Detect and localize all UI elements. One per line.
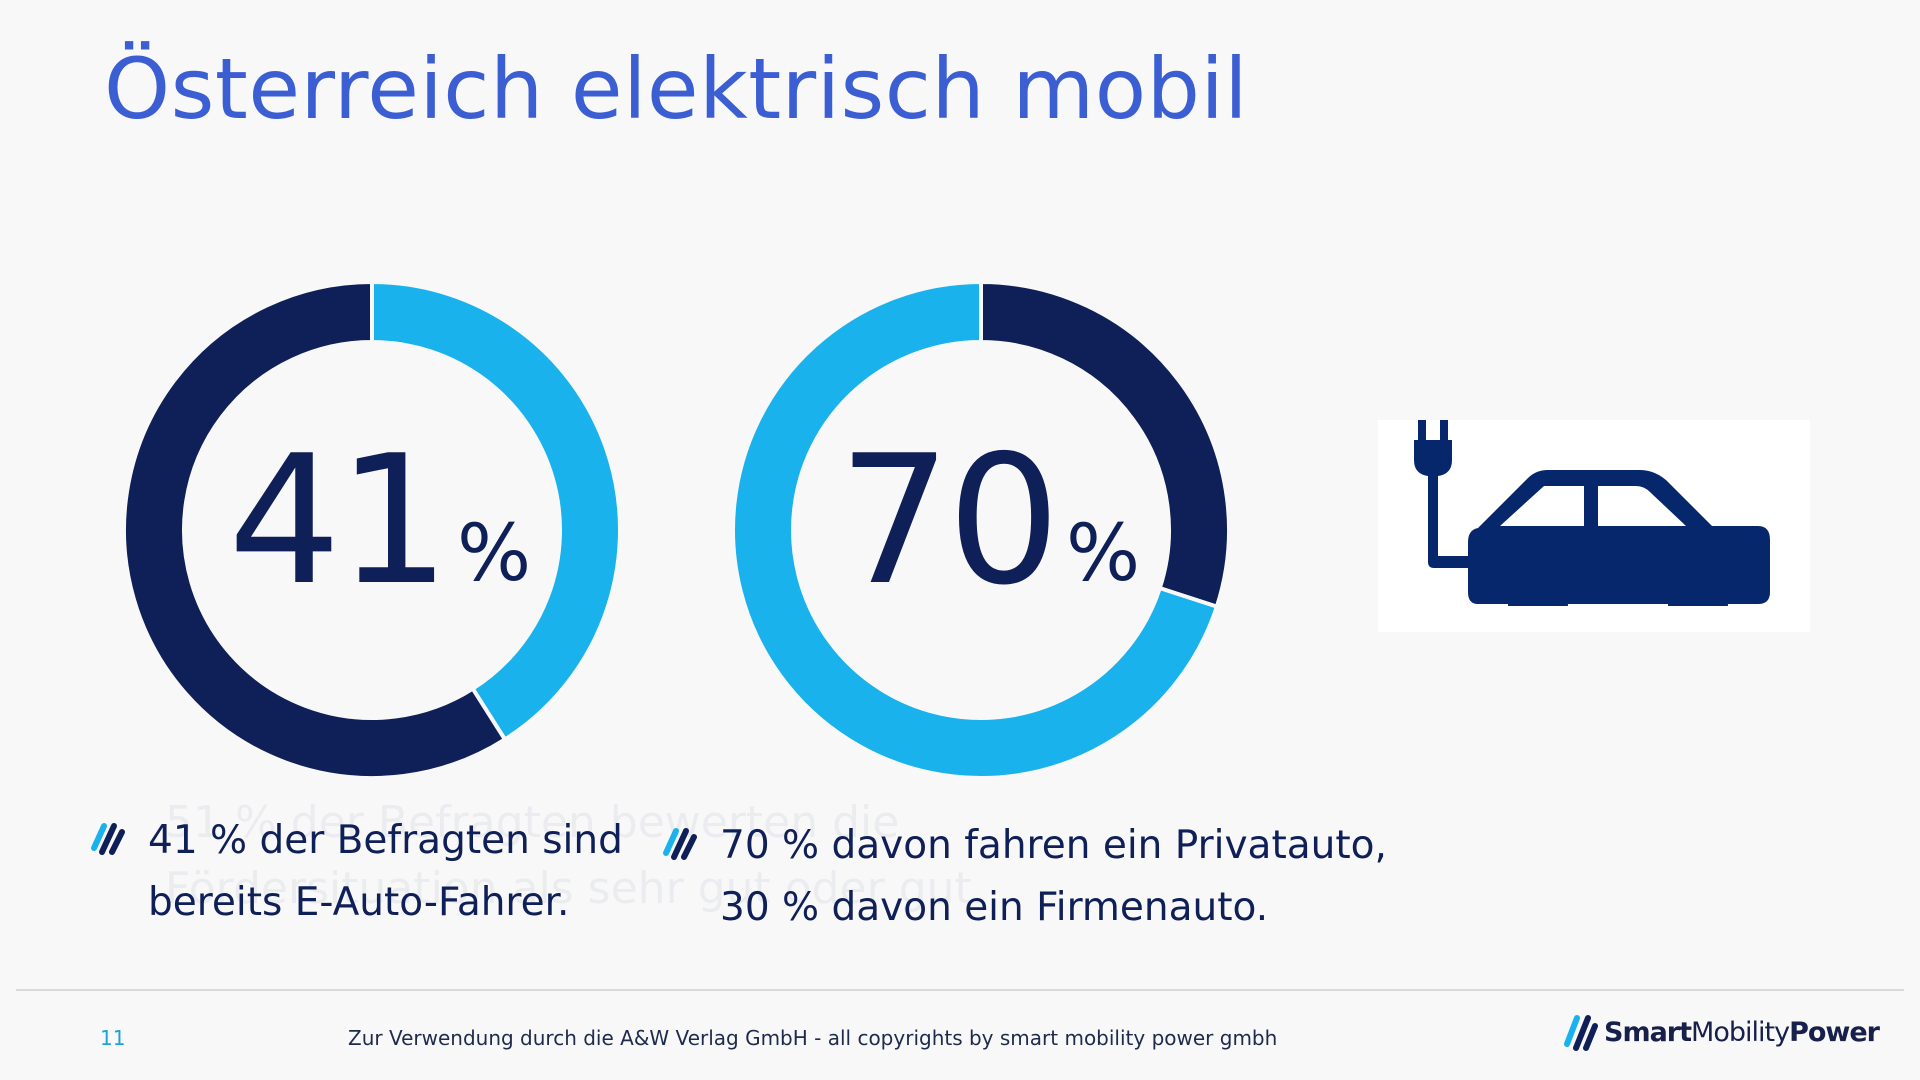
plug-body <box>1414 440 1452 484</box>
electric-car-plug-icon <box>1414 420 1770 636</box>
bullet-1: 41 % der Befragten sind bereits E-Auto-F… <box>88 810 623 934</box>
bullet-1-text: 41 % der Befragten sind bereits E-Auto-F… <box>148 810 623 934</box>
donut-chart-1 <box>122 280 622 780</box>
plug-prong-right <box>1440 420 1448 442</box>
bullet-2-text: 70 % davon fahren ein Privatauto, 30 % d… <box>720 815 1387 939</box>
donut-2-svg <box>731 280 1231 780</box>
bullet-1-line1: 41 % der Befragten sind <box>148 818 623 863</box>
faded-background-text: 51 % der Befragten bewerten die Fördersi… <box>165 797 986 914</box>
donut-2-unit: % <box>1066 509 1141 599</box>
bullet-slash-icon <box>663 828 697 860</box>
logo-word-mobility: Mobility <box>1691 1016 1790 1048</box>
donut-2-value: 70 <box>838 417 1060 624</box>
bullet-2-line2: 30 % davon ein Firmenauto. <box>720 885 1269 930</box>
donut-1-value: 41 <box>228 417 450 624</box>
electric-car-icon-box <box>1378 420 1810 636</box>
bullet-2: 70 % davon fahren ein Privatauto, 30 % d… <box>660 815 1387 939</box>
plug-prong-left <box>1418 420 1426 442</box>
donut-1-unit: % <box>457 509 532 599</box>
car-window-rear <box>1598 486 1686 526</box>
slide-title: Österreich elektrisch mobil <box>104 40 1249 138</box>
donut-1-svg <box>122 280 622 780</box>
donut-chart-2 <box>731 280 1231 780</box>
donut-2-slice-1 <box>731 280 1220 780</box>
logo-word-power: Power <box>1789 1016 1880 1048</box>
logo-slash-icon <box>1564 1015 1598 1051</box>
wheel-mask-front <box>1496 606 1580 632</box>
page-number: 11 <box>100 1026 126 1050</box>
car-window-front <box>1500 486 1584 526</box>
footer-divider <box>16 989 1904 991</box>
company-logo: Smart Mobility Power <box>1562 1012 1880 1052</box>
footer-copyright: Zur Verwendung durch die A&W Verlag GmbH… <box>348 1026 1278 1050</box>
bullet-slash-icon <box>91 823 125 855</box>
donut-1-slice-0 <box>370 280 622 743</box>
logo-word-smart: Smart <box>1604 1016 1692 1048</box>
wheel-mask-rear <box>1656 606 1740 632</box>
donut-1-slice-1 <box>122 280 508 780</box>
bullet-1-line2: bereits E-Auto-Fahrer. <box>148 880 570 925</box>
bullet-2-line1: 70 % davon fahren ein Privatauto, <box>720 823 1387 868</box>
